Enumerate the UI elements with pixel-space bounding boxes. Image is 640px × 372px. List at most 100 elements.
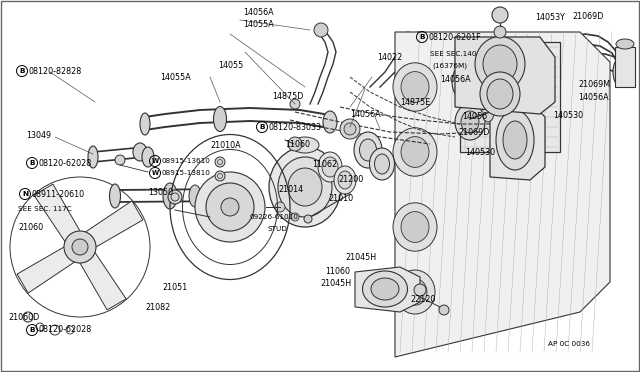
Ellipse shape [403, 279, 427, 305]
Ellipse shape [221, 198, 239, 216]
Ellipse shape [338, 171, 352, 189]
Ellipse shape [461, 111, 479, 133]
Circle shape [115, 155, 125, 165]
Ellipse shape [369, 148, 394, 180]
Circle shape [314, 23, 328, 37]
Ellipse shape [503, 121, 527, 159]
Ellipse shape [401, 137, 429, 167]
Ellipse shape [322, 157, 338, 177]
Text: B: B [259, 124, 265, 130]
Text: 08915-13810: 08915-13810 [161, 170, 211, 176]
Polygon shape [17, 244, 78, 293]
Text: 14055: 14055 [218, 61, 243, 70]
Text: 13049: 13049 [26, 131, 51, 140]
Text: 21060: 21060 [18, 222, 43, 231]
Text: 21010A: 21010A [210, 141, 241, 150]
Ellipse shape [334, 166, 356, 194]
Polygon shape [82, 201, 143, 250]
Text: B: B [29, 327, 35, 333]
Text: 140530: 140530 [553, 110, 583, 119]
Text: 14056A: 14056A [243, 7, 274, 16]
Ellipse shape [278, 157, 332, 217]
Ellipse shape [288, 168, 322, 206]
Circle shape [23, 312, 33, 322]
Ellipse shape [168, 190, 182, 204]
Text: 08120-83033: 08120-83033 [269, 122, 321, 131]
Ellipse shape [269, 147, 341, 227]
Ellipse shape [214, 106, 227, 131]
Text: 14022: 14022 [377, 52, 403, 61]
Text: 21045H: 21045H [345, 253, 376, 262]
Ellipse shape [616, 39, 634, 49]
Text: 21069M: 21069M [578, 80, 610, 89]
Ellipse shape [354, 132, 382, 168]
Ellipse shape [109, 184, 120, 208]
Text: 21014: 21014 [278, 185, 303, 193]
Text: 14875D: 14875D [272, 92, 303, 100]
Text: W: W [152, 170, 159, 176]
Text: 14056A: 14056A [440, 74, 470, 83]
Text: 13050: 13050 [148, 187, 173, 196]
Text: 08915-13610: 08915-13610 [161, 158, 211, 164]
Ellipse shape [393, 128, 437, 176]
Ellipse shape [195, 172, 265, 242]
Text: (16376M): (16376M) [432, 63, 467, 69]
Ellipse shape [88, 146, 98, 168]
Ellipse shape [374, 154, 390, 174]
Circle shape [288, 137, 302, 151]
Text: 11060: 11060 [285, 140, 310, 148]
Text: 14055A: 14055A [243, 19, 274, 29]
Text: STUD: STUD [268, 226, 288, 232]
Ellipse shape [189, 185, 201, 207]
Ellipse shape [362, 271, 408, 307]
Ellipse shape [496, 110, 534, 170]
Text: 08120-6201F: 08120-6201F [429, 32, 481, 42]
Text: 11060: 11060 [325, 267, 350, 276]
Polygon shape [455, 37, 555, 114]
Ellipse shape [482, 102, 494, 122]
Circle shape [492, 7, 508, 23]
Text: 08120-82828: 08120-82828 [29, 67, 82, 76]
Text: 09226-61010: 09226-61010 [250, 214, 299, 220]
Text: 14055A: 14055A [160, 73, 191, 81]
Ellipse shape [360, 139, 376, 161]
Text: 14056A: 14056A [578, 93, 609, 102]
Circle shape [290, 99, 300, 109]
Ellipse shape [215, 157, 225, 167]
Text: 21060D: 21060D [8, 312, 39, 321]
Circle shape [72, 239, 88, 255]
Ellipse shape [163, 183, 177, 209]
Ellipse shape [206, 183, 254, 231]
Ellipse shape [133, 143, 147, 161]
Polygon shape [77, 249, 126, 310]
Text: N: N [22, 191, 28, 197]
Ellipse shape [395, 270, 435, 314]
Ellipse shape [393, 203, 437, 251]
Text: B: B [19, 68, 25, 74]
Circle shape [291, 213, 299, 221]
Ellipse shape [140, 113, 150, 135]
Circle shape [64, 231, 96, 263]
Text: 21010: 21010 [328, 193, 353, 202]
Circle shape [344, 123, 356, 135]
Polygon shape [395, 32, 610, 357]
Ellipse shape [291, 137, 319, 153]
Text: 21069D: 21069D [572, 12, 604, 20]
Text: 21045H: 21045H [320, 279, 351, 289]
Ellipse shape [455, 104, 485, 140]
Ellipse shape [452, 61, 488, 103]
Text: 140530: 140530 [465, 148, 495, 157]
Circle shape [36, 323, 44, 331]
Text: 14053Y: 14053Y [535, 13, 565, 22]
Text: SEE SEC.140: SEE SEC.140 [430, 51, 477, 57]
Text: 08120-62028: 08120-62028 [38, 158, 92, 167]
Text: B: B [419, 34, 425, 40]
Ellipse shape [487, 79, 513, 109]
Ellipse shape [393, 63, 437, 111]
Text: 21200: 21200 [338, 174, 364, 183]
Text: 21082: 21082 [145, 302, 170, 311]
Text: 14056: 14056 [462, 112, 487, 121]
Circle shape [50, 325, 60, 335]
Text: 08120-62028: 08120-62028 [38, 326, 92, 334]
Circle shape [439, 305, 449, 315]
